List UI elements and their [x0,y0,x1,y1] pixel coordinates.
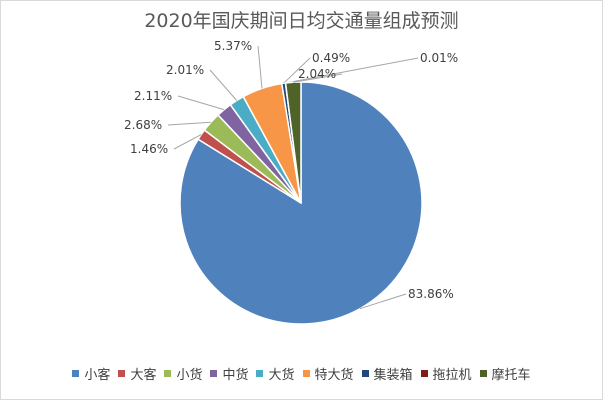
data-label-2: 1.46% [130,142,168,156]
legend-swatch [256,370,264,377]
legend-label: 中货 [222,368,249,383]
data-label-5: 2.01% [166,63,204,77]
data-label-6: 5.37% [214,39,252,53]
legend-swatch [118,370,126,377]
leader-line-7 [283,57,311,84]
legend-item-7: 集装箱 [361,364,413,383]
leader-line-5 [209,69,238,101]
legend-swatch [420,370,428,377]
pie-slice-9 [284,81,302,204]
legend-label: 大客 [130,368,157,383]
legend-swatch [361,370,369,377]
legend-swatch [302,370,310,377]
leader-line-3 [167,121,211,126]
legend-swatch [72,370,80,377]
legend-label: 小客 [84,368,111,383]
legend-item-2: 大客 [118,364,156,383]
legend-item-1: 小客 [72,364,110,383]
leader-line-6 [257,45,263,89]
leader-line-4 [177,95,225,111]
legend-label: 小货 [176,368,203,383]
leader-line-2 [173,134,202,150]
legend-label: 大货 [268,368,295,383]
legend-item-9: 摩托车 [479,364,531,383]
legend-label: 摩托车 [491,368,531,383]
legend-swatch [479,370,487,377]
legend-label: 集装箱 [373,368,413,383]
legend-item-8: 拖拉机 [420,364,472,383]
data-label-8: 0.01% [420,51,458,65]
leader-line-9 [293,73,343,83]
data-label-1: 83.86% [408,287,454,301]
data-label-4: 2.11% [134,89,172,103]
data-label-9: 2.04% [298,67,336,81]
legend-item-4: 中货 [210,364,248,383]
legend-label: 拖拉机 [432,368,472,383]
legend-swatch [210,370,218,377]
data-label-7: 0.49% [312,51,350,65]
chart-title: 2020年国庆期间日均交通量组成预测 [144,10,459,32]
legend-item-3: 小货 [164,364,202,383]
legend-item-6: 特大货 [302,364,354,383]
legend-swatch [164,370,172,377]
chart-legend: 小客 大客 小货 中货 大货 特大货 集装箱 拖拉机 摩托车 [0,364,603,383]
leader-line-1 [359,293,407,310]
leader-line-8 [285,57,419,84]
legend-label: 特大货 [314,368,354,383]
data-label-3: 2.68% [124,118,162,132]
legend-item-5: 大货 [256,364,295,383]
